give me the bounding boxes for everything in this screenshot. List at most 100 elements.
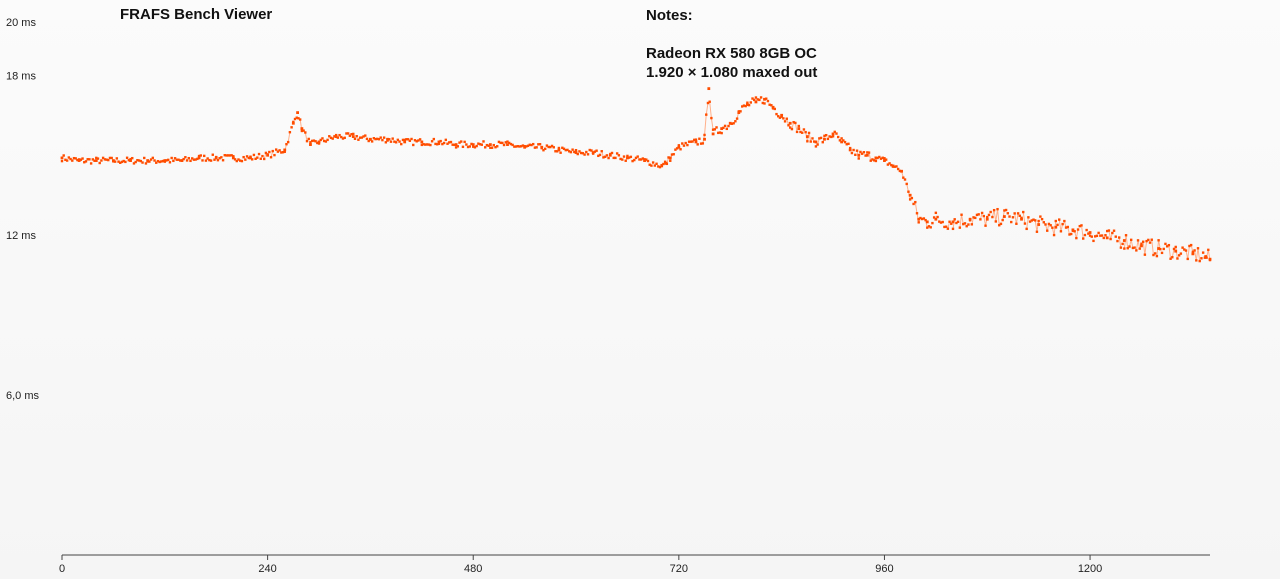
frame-time-point: [653, 164, 657, 167]
frame-time-point: [862, 151, 866, 154]
frame-time-point: [1099, 234, 1102, 237]
frame-time-point: [296, 111, 299, 115]
x-tick-label: 480: [464, 563, 482, 575]
frame-time-connectors: [263, 101, 1211, 262]
frame-time-point: [394, 141, 398, 144]
frame-time-point: [977, 213, 980, 216]
frame-time-connector: [914, 202, 918, 214]
frame-time-connector: [1175, 246, 1178, 259]
frame-time-point: [1177, 254, 1181, 257]
y-tick-label: 18 ms: [6, 70, 36, 82]
frame-time-point: [129, 157, 132, 161]
frame-time-point: [69, 157, 72, 161]
frame-time-point: [496, 145, 499, 148]
frame-time-point: [1148, 241, 1152, 244]
frame-time-point: [1054, 219, 1057, 223]
frame-time-connector: [1130, 239, 1134, 249]
frame-time-point: [122, 159, 125, 163]
frame-time-point: [278, 149, 281, 152]
frame-time-point: [132, 162, 136, 165]
frame-time-point: [333, 135, 336, 138]
frame-time-point: [71, 159, 74, 162]
frame-time-point: [376, 137, 379, 141]
frame-time-point: [739, 110, 742, 113]
frame-time-point: [840, 137, 843, 140]
frame-time-point: [259, 157, 262, 160]
frame-time-point: [509, 142, 513, 146]
frame-time-point: [925, 220, 929, 224]
frame-time-point: [1027, 216, 1030, 219]
frame-time-point: [802, 128, 806, 131]
frame-time-point: [113, 160, 117, 163]
frame-time-point: [107, 158, 110, 162]
frame-time-point: [908, 198, 912, 201]
frame-time-point: [903, 178, 907, 181]
frame-time-point: [984, 224, 987, 227]
frame-time-point: [982, 214, 986, 218]
frame-time-point: [765, 97, 768, 100]
frame-time-point: [96, 157, 100, 160]
frame-time-point: [497, 140, 501, 144]
frame-time-point: [777, 115, 780, 118]
frame-time-point: [146, 159, 150, 162]
frame-time-point: [698, 137, 701, 140]
frame-time-point: [231, 156, 235, 160]
frame-time-point: [674, 148, 677, 151]
frame-time-point: [718, 131, 722, 134]
frame-time-point: [420, 140, 424, 144]
frame-time-point: [576, 152, 579, 156]
frame-time-point: [809, 140, 812, 143]
frame-time-point: [478, 143, 482, 146]
frame-time-point: [309, 141, 312, 144]
frame-time-point: [857, 157, 860, 160]
frame-time-point: [216, 158, 220, 162]
frame-time-point: [1071, 228, 1075, 232]
frame-time-point: [103, 158, 107, 161]
frame-time-point: [754, 96, 758, 99]
frame-time-point: [1085, 228, 1088, 232]
frame-time-connector: [1151, 239, 1154, 256]
frame-time-point: [855, 149, 859, 152]
frame-time-point: [725, 127, 729, 131]
frame-time-point: [907, 190, 910, 193]
frame-time-point: [1013, 212, 1016, 215]
frame-time-point: [787, 124, 790, 127]
frame-time-point: [943, 225, 946, 229]
frame-time-point: [172, 159, 175, 163]
frame-time-point: [1207, 248, 1210, 252]
frame-time-point: [908, 193, 912, 197]
frame-time-point: [927, 225, 931, 228]
frame-time-point: [369, 137, 372, 141]
frame-time-connector: [709, 101, 712, 119]
frame-time-point: [403, 140, 407, 144]
frame-time-point: [874, 159, 878, 163]
frame-time-point: [759, 96, 763, 99]
frame-time-point: [256, 156, 259, 159]
frame-time-point: [946, 227, 950, 230]
frame-time-point: [95, 156, 98, 160]
frame-time-point: [831, 132, 835, 136]
frame-time-point: [987, 213, 991, 217]
frame-time-point: [627, 156, 631, 159]
frame-time-point: [305, 139, 309, 143]
frame-time-point: [1152, 253, 1155, 257]
frame-time-point: [250, 158, 254, 161]
frame-time-point: [669, 159, 672, 162]
frame-time-point: [968, 217, 972, 221]
frame-time-point: [1070, 232, 1073, 236]
frame-time-point: [211, 153, 214, 156]
frame-time-point: [175, 158, 178, 161]
frame-time-point: [442, 141, 446, 145]
frame-time-point: [728, 121, 732, 125]
x-axis-ticks: 0 240 480 720 960 1200: [59, 555, 1102, 575]
frame-time-point: [545, 144, 549, 147]
frame-time-point: [197, 154, 201, 158]
frame-time-point: [1169, 257, 1172, 260]
frame-time-point: [1119, 246, 1123, 249]
frame-time-point: [244, 158, 247, 161]
frame-time-point: [436, 143, 439, 146]
frame-time-connector: [1118, 237, 1122, 248]
frame-time-point: [508, 141, 511, 145]
frame-time-point: [732, 122, 735, 125]
